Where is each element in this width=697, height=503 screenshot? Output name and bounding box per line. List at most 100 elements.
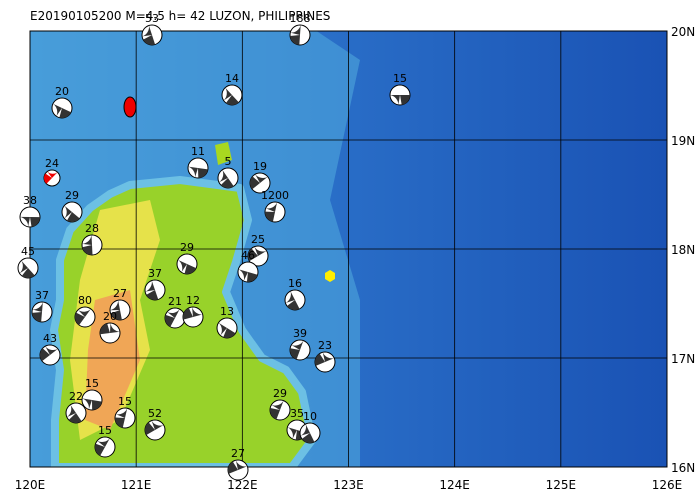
ball-quadrant xyxy=(145,420,164,435)
lon-label: 125E xyxy=(546,478,577,492)
ball-quadrant xyxy=(100,323,120,335)
lat-label: 19N xyxy=(671,134,695,148)
beachball xyxy=(269,399,291,421)
ball-quadrant xyxy=(228,460,248,474)
lon-label: 122E xyxy=(227,478,258,492)
ball-quadrant xyxy=(19,260,35,278)
ball-quadrant xyxy=(265,202,278,222)
event-depth: 37 xyxy=(148,267,162,280)
beachball xyxy=(314,351,336,373)
beachball xyxy=(176,253,198,275)
beachball xyxy=(81,234,103,256)
ball-quadrant xyxy=(270,400,284,420)
event-depth: 15 xyxy=(118,395,132,408)
ball-quadrant xyxy=(142,25,156,45)
beachball xyxy=(299,422,321,444)
beachball xyxy=(227,459,249,481)
event-depth: 15 xyxy=(85,377,99,390)
event-depth: 52 xyxy=(148,407,162,420)
ball-quadrant xyxy=(52,103,72,119)
ball-quadrant xyxy=(66,404,82,423)
beachball xyxy=(187,157,209,179)
frame xyxy=(29,30,668,468)
event-depth: 24 xyxy=(45,157,59,170)
beachball xyxy=(289,24,311,46)
ball-quadrant xyxy=(300,424,315,443)
ball-quadrant xyxy=(218,169,234,188)
main-event xyxy=(123,96,137,118)
event-depth: 12 xyxy=(186,294,200,307)
ball-quadrant xyxy=(40,346,58,362)
ball-quadrant xyxy=(82,398,102,410)
beachball xyxy=(284,289,306,311)
ball-quadrant xyxy=(248,246,267,262)
event-depth: 46 xyxy=(241,249,255,262)
lat-label: 18N xyxy=(671,243,695,257)
event-depth: 22 xyxy=(69,390,83,403)
beachball xyxy=(43,169,61,187)
island xyxy=(215,142,232,165)
event-depth: 5 xyxy=(225,155,232,168)
event-depth: 15 xyxy=(393,72,407,85)
beachball xyxy=(39,344,61,366)
ball-quadrant xyxy=(188,166,208,178)
ball-quadrant xyxy=(290,25,301,45)
lon-label: 120E xyxy=(15,478,46,492)
ball-quadrant xyxy=(238,269,258,282)
event-depth: 25 xyxy=(251,233,265,246)
event-depth: 35 xyxy=(290,407,304,420)
beachball xyxy=(389,84,411,106)
beachball xyxy=(19,206,41,228)
ball-quadrant xyxy=(285,291,300,310)
ball-quadrant xyxy=(110,300,122,320)
event-depth: 14 xyxy=(225,72,239,85)
lat-label: 17N xyxy=(671,352,695,366)
event-depth: 53 xyxy=(145,12,159,25)
lat-label: 20N xyxy=(671,25,695,39)
ball-quadrant xyxy=(145,280,159,300)
ball-quadrant xyxy=(64,205,80,222)
ball-quadrant xyxy=(250,174,268,190)
event-depth: 45 xyxy=(21,245,35,258)
beachball xyxy=(221,84,243,106)
beachball xyxy=(249,172,271,194)
beachball xyxy=(94,436,116,458)
ball-quadrant xyxy=(218,322,236,339)
ball-quadrant xyxy=(32,302,43,322)
event-depth: 11 xyxy=(191,145,205,158)
map-title: E20190105200 M=4.5 h= 42 LUZON, PHILIPPI… xyxy=(30,9,330,23)
epicenter xyxy=(325,270,335,282)
lon-label: 121E xyxy=(121,478,152,492)
beachball xyxy=(74,306,96,328)
beachball xyxy=(31,301,53,323)
event-depth: 29 xyxy=(273,387,287,400)
beachball xyxy=(17,257,39,279)
beachball xyxy=(164,307,186,329)
event-depth: 38 xyxy=(23,194,37,207)
ball-quadrant xyxy=(183,307,203,320)
beachball xyxy=(247,245,269,267)
beachball xyxy=(264,201,286,223)
beachball xyxy=(182,306,204,328)
ball-quadrant xyxy=(223,87,239,106)
event-depth: 21 xyxy=(168,295,182,308)
event-depth: 13 xyxy=(220,305,234,318)
beachball xyxy=(61,201,83,223)
beachball xyxy=(144,279,166,301)
event-depth: 23 xyxy=(318,339,332,352)
beachball xyxy=(216,317,238,339)
ball-quadrant xyxy=(177,259,197,274)
event-depth: 27 xyxy=(113,287,127,300)
beachball xyxy=(237,261,259,283)
ball-quadrant xyxy=(20,216,40,227)
beachball xyxy=(141,24,163,46)
beachball xyxy=(217,167,239,189)
beachball xyxy=(289,339,311,361)
ball-quadrant xyxy=(115,408,128,428)
lon-label: 124E xyxy=(439,478,470,492)
beachball xyxy=(65,402,87,424)
event-depth: 20 xyxy=(55,85,69,98)
event-depth: 19 xyxy=(253,160,267,173)
event-depth: 28 xyxy=(85,222,99,235)
